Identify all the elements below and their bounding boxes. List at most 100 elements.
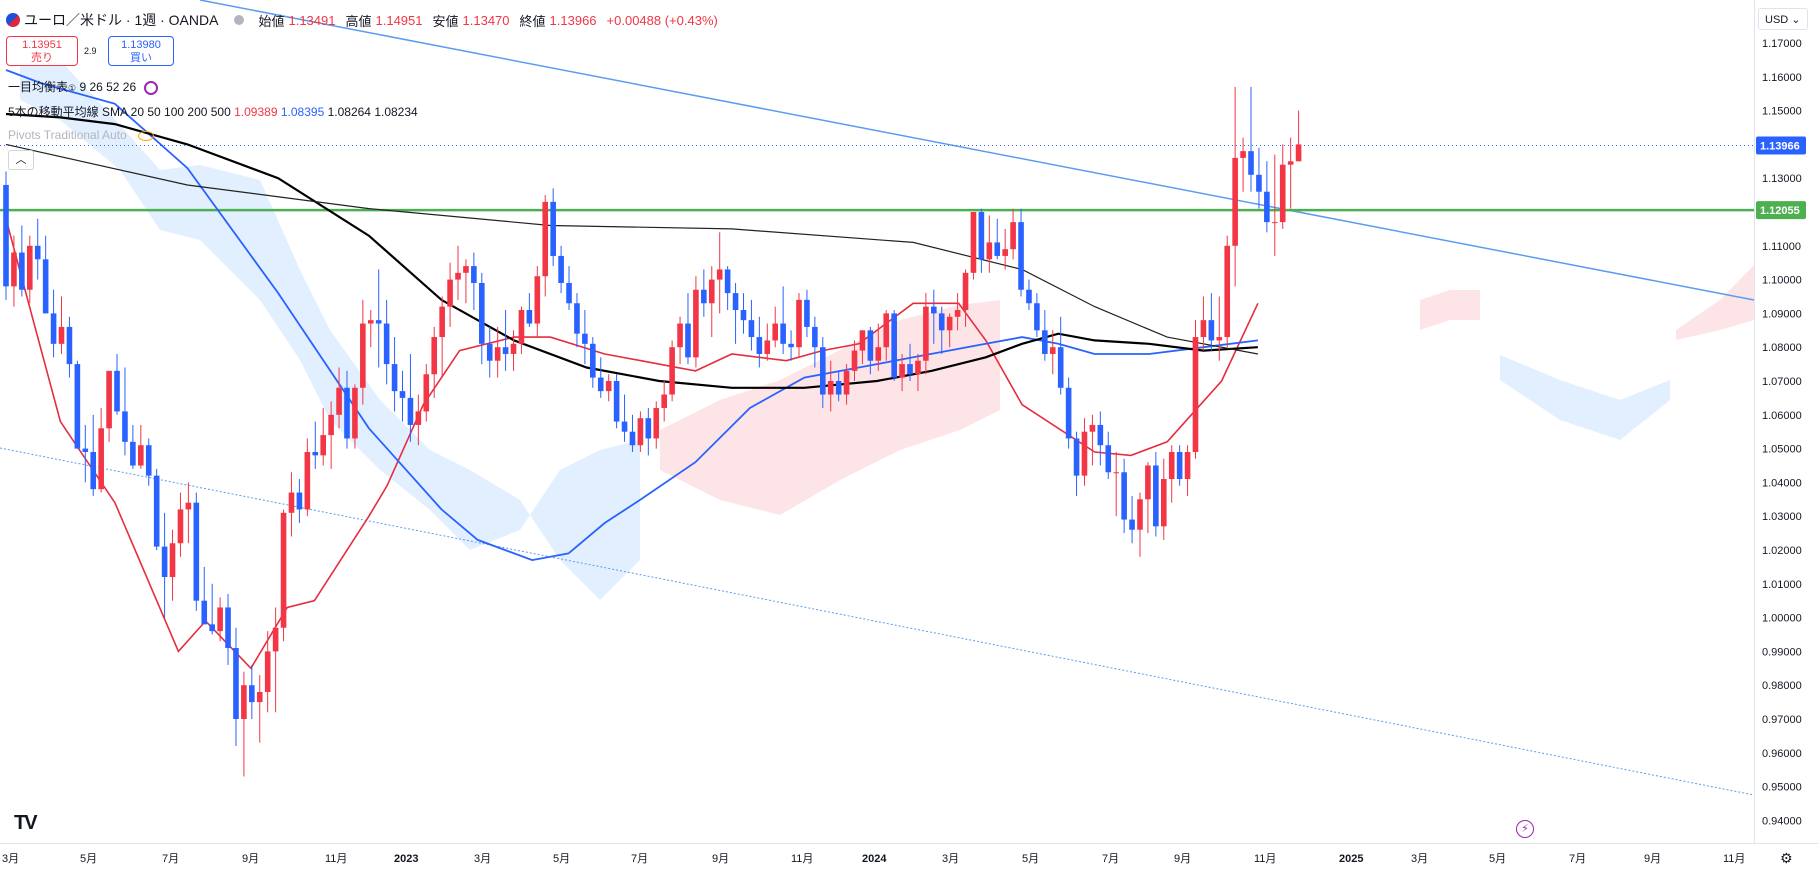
ichimoku-legend[interactable]: 一目均衡表① 9 26 52 26 (8, 78, 158, 95)
candle (66, 316, 73, 378)
candle-body (169, 543, 176, 578)
price-tick: 1.08000 (1762, 342, 1802, 354)
candle (225, 593, 231, 665)
candle-body (193, 502, 200, 601)
currency-selector[interactable]: USD ⌄ (1758, 8, 1808, 30)
candle-body (447, 279, 453, 307)
candle (82, 424, 89, 483)
candle (415, 394, 422, 446)
price-tick: 0.98000 (1762, 680, 1802, 692)
symbol-title[interactable]: ユーロ／米ドル · 1週 · OANDA (24, 12, 219, 28)
ma-legend[interactable]: 5本の移動平均線 SMA 20 50 100 200 500 1.09389 1… (8, 103, 418, 120)
candle (661, 381, 667, 422)
candle (827, 360, 834, 412)
pivots-legend[interactable]: Pivots Traditional Auto (8, 128, 155, 142)
candle-body (883, 313, 890, 348)
candle (899, 353, 905, 392)
candle (201, 566, 208, 625)
candle (756, 316, 763, 368)
candle (946, 313, 953, 348)
spread-value: 2.9 (84, 46, 97, 56)
trendline-upper (199, 0, 1755, 301)
ichimoku-cloud (20, 44, 1754, 600)
candle-body (494, 347, 501, 361)
candle (1105, 431, 1112, 480)
candle-body (796, 299, 802, 348)
candle (169, 529, 176, 601)
candle-body (510, 343, 517, 354)
candle (138, 424, 144, 469)
candle-body (891, 313, 897, 378)
visibility-icon[interactable] (138, 130, 155, 141)
candle-body (907, 364, 913, 375)
candle (241, 671, 247, 777)
lightning-icon[interactable]: ⚡ (1516, 820, 1534, 838)
candle (716, 232, 723, 314)
indicator-settings-icon[interactable] (143, 80, 158, 95)
candle-body (50, 313, 57, 344)
ma-value-4: 1.08234 (374, 105, 418, 119)
candle-body (859, 330, 866, 351)
candle (566, 266, 572, 311)
ma-value-1: 1.09389 (234, 105, 278, 119)
settings-gear-icon[interactable]: ⚙ (1780, 850, 1793, 866)
candle (193, 492, 200, 611)
price-tick: 1.03000 (1762, 511, 1802, 523)
candle (740, 293, 747, 334)
candle (819, 337, 826, 409)
candle-body (1105, 445, 1112, 473)
price-tick: 1.00000 (1762, 613, 1802, 625)
candle (590, 337, 596, 388)
candle-body (352, 387, 358, 439)
candle (938, 306, 945, 354)
candle (542, 195, 549, 297)
eurusd-flag-icon (6, 13, 20, 27)
buy-button[interactable]: 1.13980 買い (108, 36, 174, 66)
price-tick: 1.15000 (1762, 106, 1802, 118)
ichimoku-cloud-bear (20, 44, 640, 600)
candle (98, 408, 104, 493)
ichimoku-cloud-bull (660, 300, 1000, 515)
candle-body (280, 512, 287, 628)
candle (613, 374, 620, 429)
candle-body (558, 255, 564, 283)
candle-body (423, 374, 430, 412)
candle-body (375, 320, 382, 324)
collapse-icon[interactable]: ︿ (8, 150, 34, 170)
candle-body (780, 323, 786, 344)
candle-body (336, 387, 342, 415)
candle (923, 293, 929, 375)
time-tick: 9月 (712, 853, 729, 865)
candle (328, 401, 334, 469)
candle-body (1129, 519, 1135, 530)
candle (1034, 293, 1040, 338)
candle (915, 353, 921, 392)
candle-body (978, 212, 985, 260)
candle-body (1065, 387, 1072, 439)
candle (883, 310, 890, 361)
candle (280, 509, 287, 642)
last-price-badge-label: 1.13966 (1760, 141, 1800, 153)
candle-body (3, 184, 9, 287)
candle (439, 296, 445, 378)
candle-body (526, 310, 533, 324)
candle (1192, 320, 1199, 459)
candle-body (867, 330, 874, 361)
time-tick: 2023 (394, 853, 418, 865)
candle (621, 394, 628, 442)
candle (550, 188, 556, 267)
candle (931, 289, 937, 344)
sell-button[interactable]: 1.13951 売り (6, 36, 78, 66)
candle (701, 269, 707, 317)
candle (114, 353, 120, 415)
time-tick: 3月 (942, 853, 959, 865)
candle-body (732, 293, 739, 311)
candle-body (669, 347, 675, 395)
candle-body (217, 607, 223, 632)
candle-body (383, 323, 390, 365)
candle (764, 323, 771, 361)
candle-body (82, 448, 89, 452)
tradingview-logo-icon[interactable]: TV (14, 812, 38, 834)
candle (1097, 411, 1104, 466)
